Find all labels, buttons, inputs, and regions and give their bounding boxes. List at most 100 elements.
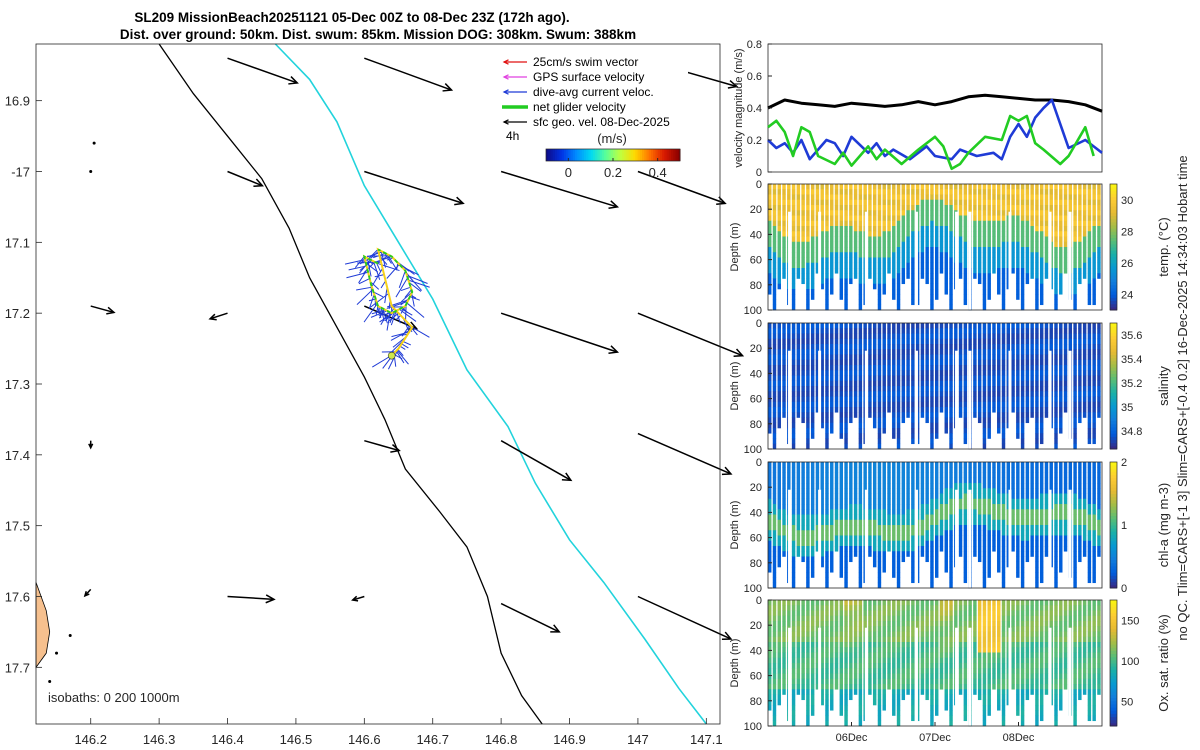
section-y-tick-label: 80: [750, 419, 762, 431]
profile-cell: [1092, 498, 1096, 505]
profile-cell: [768, 262, 772, 269]
profile-cell: [853, 349, 858, 355]
profile-cell: [820, 349, 824, 355]
profile-cell: [949, 509, 953, 515]
profile-cell: [810, 262, 815, 269]
profile-cell: [834, 535, 839, 542]
profile-cell: [1020, 231, 1025, 237]
profile-cell: [997, 509, 1001, 515]
profile-cell: [863, 467, 867, 473]
profile-cell: [801, 210, 805, 216]
profile-cell: [1025, 338, 1030, 345]
profile-cell: [782, 530, 786, 536]
geo-vector-13: [88, 440, 94, 450]
temperature-section-axes-box: [767, 183, 1103, 311]
profile-cell: [944, 396, 948, 403]
profile-cell: [768, 663, 772, 669]
profile-cell: [825, 488, 829, 494]
profile-cell: [877, 386, 882, 392]
profile-cell: [882, 519, 886, 526]
profile-cell: [1001, 546, 1006, 552]
profile-cell: [887, 359, 891, 366]
profile-cell: [1025, 205, 1030, 211]
profile-cell: [1001, 438, 1006, 445]
profile-cell: [892, 422, 896, 429]
profile-cell: [830, 359, 834, 366]
profile-cell: [1073, 359, 1077, 366]
profile-cell: [887, 236, 891, 243]
profile-cell: [887, 199, 891, 206]
profile-cell: [944, 268, 948, 274]
profile-cell: [825, 333, 829, 340]
profile-cell: [768, 189, 772, 195]
profile-cell: [958, 546, 963, 552]
profile-cell: [1087, 189, 1092, 195]
profile-cell: [768, 412, 772, 418]
profile-cell: [1025, 462, 1030, 468]
profile-cell: [925, 535, 929, 542]
profile-cell: [911, 462, 915, 468]
profile-cell: [920, 498, 925, 505]
profile-cell: [782, 488, 786, 494]
profile-cell: [1082, 236, 1087, 243]
profile-cell: [796, 359, 801, 366]
colorbar-cell: [666, 149, 670, 161]
profile-cell: [1035, 525, 1039, 531]
profile-cell: [801, 354, 805, 361]
profile-cell: [1011, 359, 1015, 366]
profile-cell: [963, 530, 968, 536]
profile-cell: [1011, 370, 1015, 376]
section-colorbar-cell: [1110, 303, 1117, 308]
profile-cell: [997, 328, 1001, 334]
profile-cell: [944, 401, 948, 408]
profile-cell: [1078, 380, 1082, 387]
profile-cell: [1059, 184, 1063, 190]
profile-cell: [825, 551, 829, 557]
profile-cell: [1054, 354, 1058, 361]
profile-cell: [911, 268, 915, 274]
profile-cell: [911, 504, 915, 510]
profile-cell: [782, 220, 786, 227]
profile-cell: [997, 417, 1001, 424]
profile-cell: [772, 220, 777, 227]
colorbar-cell: [604, 149, 607, 161]
data-gap: [864, 489, 868, 588]
profile-cell: [958, 236, 963, 243]
profile-cell: [801, 257, 805, 264]
profile-cell: [1082, 189, 1087, 195]
profile-cell: [1016, 294, 1020, 300]
profile-cell: [782, 462, 786, 468]
profile-cell: [1054, 268, 1058, 274]
profile-cell: [825, 535, 829, 542]
map-y-tick-label: 17.2: [5, 306, 30, 321]
geo-vector-4-shaft: [227, 170, 263, 187]
profile-cell: [882, 530, 886, 536]
profile-cell: [777, 462, 781, 468]
profile-cell: [882, 328, 886, 334]
profile-cell: [801, 509, 805, 515]
profile-cell: [796, 493, 801, 500]
profile-cell: [935, 231, 939, 237]
profile-cell: [887, 231, 891, 237]
profile-cell: [796, 504, 801, 510]
profile-cell: [810, 278, 815, 285]
profile-cell: [968, 323, 972, 329]
profile-cell: [839, 257, 844, 264]
profile-cell: [968, 328, 972, 334]
profile-cell: [1001, 577, 1006, 584]
profile-cell: [1020, 391, 1025, 397]
profile-cell: [1097, 467, 1101, 473]
profile-cell: [820, 540, 824, 547]
profile-cell: [777, 328, 781, 334]
profile-cell: [1059, 535, 1063, 542]
profile-cell: [939, 215, 944, 222]
profile-cell: [849, 386, 853, 392]
profile-cell: [777, 365, 781, 371]
profile-cell: [772, 365, 777, 371]
profile-cell: [997, 257, 1001, 264]
profile-cell: [1044, 462, 1049, 468]
profile-cell: [1092, 401, 1096, 408]
profile-cell: [791, 396, 796, 403]
profile-cell: [992, 236, 996, 243]
